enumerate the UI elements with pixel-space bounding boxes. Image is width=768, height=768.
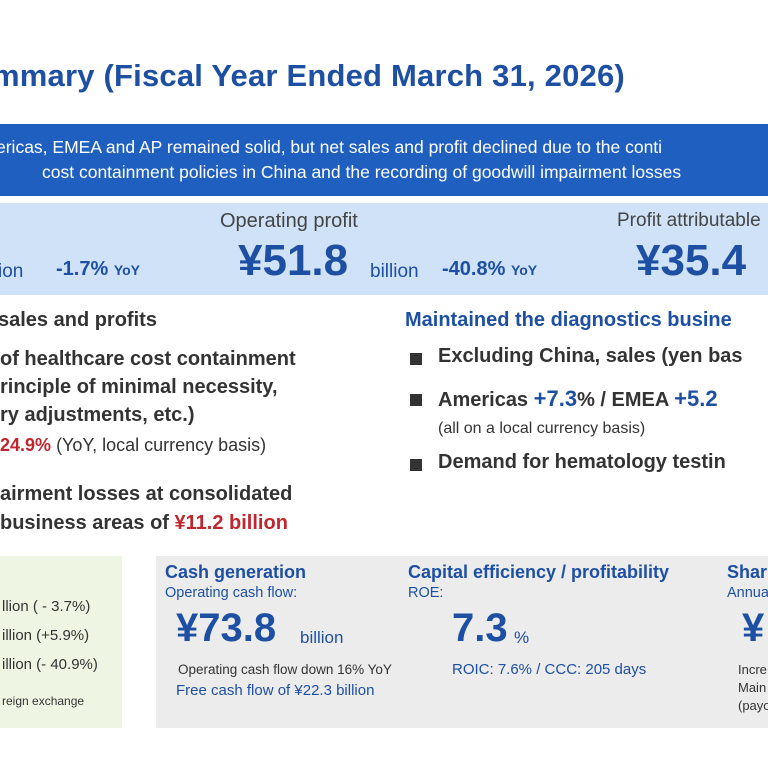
- right-bullet-3: Demand for hematology testin: [438, 451, 726, 473]
- cash-note-2: Free cash flow of ¥22.3 billion: [176, 682, 375, 699]
- right-bullet-2-note: (all on a local currency basis): [438, 420, 646, 437]
- profit-attributable-label: Profit attributable: [617, 210, 761, 231]
- green-row-2: illion (+5.9%): [2, 627, 90, 644]
- left-line-5-prefix: business areas of: [0, 512, 169, 534]
- share-note-1: Incre: [738, 662, 767, 677]
- right-bullet-1: Excluding China, sales (yen bas: [438, 345, 743, 367]
- emea-growth: +5.2: [674, 386, 718, 411]
- page-title: mmary (Fiscal Year Ended March 31, 2026): [0, 58, 625, 93]
- capital-heading: Capital efficiency / profitability: [408, 562, 670, 582]
- bullet-marker: [410, 459, 422, 471]
- bullet-marker: [410, 353, 422, 365]
- right-bullet-2: Americas +7.3% / EMEA +5.2: [438, 386, 718, 412]
- right-bullet-2-a: Americas: [438, 389, 529, 411]
- summary-banner: ericas, EMEA and AP remained solid, but …: [0, 124, 768, 196]
- left-line-2: rinciple of minimal necessity,: [0, 376, 278, 398]
- capital-sub: ROE:: [408, 585, 444, 601]
- green-row-3: illion (- 40.9%): [2, 656, 98, 673]
- left-heading: sales and profits: [0, 309, 157, 331]
- cash-note-1: Operating cash flow down 16% YoY: [178, 662, 392, 677]
- operating-profit-label: Operating profit: [220, 210, 358, 232]
- banner-line-2: cost containment policies in China and t…: [42, 162, 682, 182]
- share-note-3: (payo: [738, 698, 768, 713]
- kpi-left-yoy-suffix: YoY: [113, 262, 141, 278]
- operating-profit-yoy-suffix: YoY: [510, 262, 538, 278]
- share-note-2: Main: [738, 680, 767, 695]
- green-note: reign exchange: [2, 694, 85, 708]
- capital-note: ROIC: 7.6% / CCC: 205 days: [452, 661, 647, 678]
- sales-breakdown-panel: [0, 556, 122, 728]
- operating-profit-unit: billion: [370, 261, 419, 282]
- roe-value: 7.3: [452, 606, 508, 650]
- right-heading: Maintained the diagnostics busine: [405, 309, 732, 331]
- banner-line-1: ericas, EMEA and AP remained solid, but …: [0, 137, 663, 157]
- cash-value: ¥73.8: [176, 606, 277, 650]
- operating-profit-yoy: -40.8% YoY: [442, 258, 537, 281]
- impairment-amount: ¥11.2 billion: [174, 512, 288, 534]
- americas-growth: +7.3: [533, 386, 578, 411]
- share-heading: Shar: [727, 562, 768, 582]
- share-sub: Annua: [727, 585, 768, 601]
- profit-attributable-value: ¥35.4: [636, 236, 747, 285]
- financial-metrics-panel: [156, 556, 768, 728]
- share-value: ¥: [742, 606, 765, 650]
- cash-unit: billion: [300, 628, 344, 647]
- left-pct-note: (YoY, local currency basis): [56, 435, 267, 455]
- left-line-1: of healthcare cost containment: [0, 348, 296, 370]
- operating-profit-value: ¥51.8: [238, 236, 349, 285]
- left-pct-line: 24.9% (YoY, local currency basis): [0, 435, 266, 456]
- roe-unit: %: [514, 628, 530, 647]
- left-pct-value: 24.9%: [0, 435, 52, 455]
- left-line-3: ry adjustments, etc.): [0, 404, 195, 426]
- kpi-left-unit: ion: [0, 261, 24, 282]
- kpi-left-yoy-value: -1.7%: [56, 258, 109, 280]
- cash-sub: Operating cash flow:: [165, 585, 298, 601]
- kpi-left-yoy: -1.7% YoY: [56, 258, 140, 281]
- right-bullet-2-c: % / EMEA: [577, 389, 669, 411]
- cash-heading: Cash generation: [165, 562, 307, 582]
- bullet-marker: [410, 394, 422, 406]
- green-row-1: llion ( - 3.7%): [2, 598, 91, 615]
- operating-profit-yoy-value: -40.8%: [442, 258, 506, 280]
- left-line-4: airment losses at consolidated: [0, 483, 293, 505]
- kpi-band: [0, 203, 768, 295]
- left-line-5: business areas of ¥11.2 billion: [0, 512, 288, 535]
